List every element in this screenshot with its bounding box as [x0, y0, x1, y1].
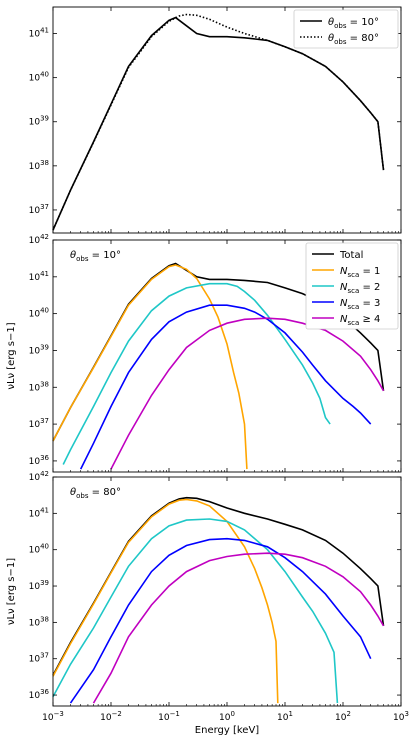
- legend-label: Nsca = 2: [340, 282, 380, 295]
- y-tick-label: 1040: [29, 543, 49, 556]
- y-tick-label: 1039: [29, 343, 49, 356]
- panel-middle: 1036 1037 1038 1039 1040 1041 1042 νLν [erg s−1…: [6, 233, 402, 473]
- series-line-4: [92, 552, 385, 704]
- series-line-1: [52, 498, 279, 704]
- series-line-0: [52, 16, 385, 231]
- series-line-3: [69, 537, 372, 704]
- legend-box: [293, 9, 399, 49]
- legend-label: Nsca ≥ 4: [340, 314, 380, 327]
- legend-label: Nsca = 3: [340, 298, 380, 311]
- x-tick-label: 10−1: [158, 710, 180, 723]
- y-tick-label: 1038: [29, 159, 49, 172]
- series-line-2: [52, 518, 339, 704]
- y-tick-label: 1040: [29, 307, 49, 320]
- series-line-1: [52, 13, 385, 231]
- x-tick-label: 10−3: [42, 710, 64, 723]
- y-tick-label: 1039: [29, 579, 49, 592]
- panel-annotation: θobs = 10°: [70, 250, 121, 263]
- legend-box: [305, 242, 399, 330]
- series-line-3: [79, 304, 372, 470]
- y-tick-label: 1036: [29, 454, 50, 467]
- legend-label: θobs = 80°: [328, 33, 379, 46]
- x-axis-label: Energy [keV]: [195, 725, 260, 735]
- series-line-1: [52, 264, 248, 470]
- x-tick-label: 10−2: [100, 710, 122, 723]
- x-tick-label: 103: [393, 710, 409, 723]
- x-tick-label: 101: [277, 710, 293, 723]
- y-axis-label: νLν [erg s−1]: [6, 322, 17, 389]
- legend-label: Nsca = 1: [340, 266, 380, 279]
- y-tick-label: 1041: [29, 506, 49, 519]
- plot-frame: [52, 476, 402, 707]
- y-tick-label: 1038: [29, 380, 49, 393]
- legend-label: θobs = 10°: [328, 17, 379, 30]
- panel-top: 1037 1038 1039 1040 1041 θobs = 10° θobs = 80°: [29, 6, 402, 234]
- y-tick-label: 1039: [29, 115, 49, 128]
- y-tick-label: 1041: [29, 270, 49, 283]
- y-tick-label: 1038: [29, 615, 49, 628]
- y-axis-label: νLν [erg s−1]: [6, 558, 17, 625]
- panel-annotation: θobs = 80°: [70, 487, 121, 500]
- y-tick-label: 1042: [29, 233, 49, 246]
- y-tick-label: 1036: [29, 688, 50, 701]
- x-tick-label: 100: [219, 710, 235, 723]
- x-tick-label: 102: [335, 710, 351, 723]
- y-tick-label: 1037: [29, 417, 49, 430]
- series-line-4: [110, 317, 385, 470]
- series-line-2: [62, 282, 331, 465]
- y-tick-label: 1040: [29, 71, 49, 84]
- y-tick-label: 1037: [29, 203, 49, 216]
- y-tick-label: 1037: [29, 652, 49, 665]
- y-tick-label: 1042: [29, 470, 49, 483]
- legend-label: Total: [339, 250, 363, 261]
- y-tick-label: 1041: [29, 27, 49, 40]
- panel-bottom: 1036 1037 1038 1039 1040 1041 1042 10−3 10−2 10−1…: [6, 470, 409, 735]
